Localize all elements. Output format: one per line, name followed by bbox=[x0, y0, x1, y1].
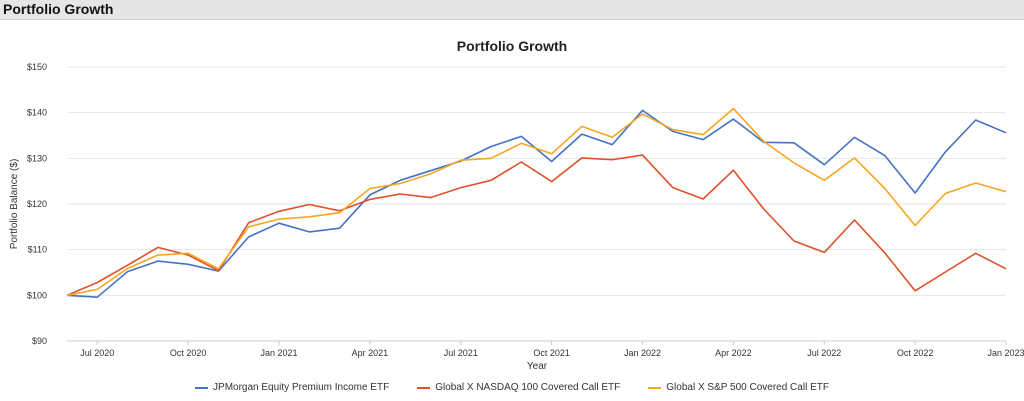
legend-label: Global X S&P 500 Covered Call ETF bbox=[666, 382, 829, 393]
y-tick-label: $150 bbox=[27, 62, 47, 72]
x-tick-label: Oct 2022 bbox=[897, 348, 934, 358]
x-tick-label: Jul 2022 bbox=[807, 348, 841, 358]
portfolio-growth-chart: Portfolio Growth Portfolio Balance ($) Y… bbox=[9, 38, 1024, 372]
series-lines bbox=[66, 107, 1007, 299]
legend-item[interactable]: Global X NASDAQ 100 Covered Call ETF bbox=[417, 382, 620, 393]
x-axis-ticks: Jul 2020 Oct 2020 Jan 2021 Apr 2021 Jul 2021… bbox=[80, 341, 1024, 358]
y-tick-label: $140 bbox=[27, 108, 47, 118]
y-tick-label: $90 bbox=[32, 336, 47, 346]
x-tick-label: Jan 2022 bbox=[624, 348, 661, 358]
grid-lines bbox=[67, 66, 1006, 342]
legend-swatch bbox=[417, 386, 431, 389]
legend-label: JPMorgan Equity Premium Income ETF bbox=[213, 382, 390, 393]
x-tick-label: Jul 2021 bbox=[444, 348, 478, 358]
y-tick-label: $100 bbox=[27, 290, 47, 300]
x-tick-label: Oct 2020 bbox=[170, 348, 207, 358]
chart-legend: JPMorgan Equity Premium Income ETF Global… bbox=[0, 382, 1024, 393]
legend-item[interactable]: JPMorgan Equity Premium Income ETF bbox=[195, 382, 389, 393]
legend-label: Global X NASDAQ 100 Covered Call ETF bbox=[435, 382, 621, 393]
series-line bbox=[66, 107, 1007, 297]
y-tick-label: $120 bbox=[27, 199, 47, 209]
y-tick-label: $110 bbox=[28, 245, 47, 255]
legend-swatch bbox=[195, 386, 209, 389]
legend-swatch bbox=[648, 386, 662, 389]
x-tick-label: Apr 2022 bbox=[715, 348, 752, 358]
x-tick-label: Jul 2020 bbox=[80, 348, 114, 358]
x-tick-label: Apr 2021 bbox=[352, 348, 389, 358]
x-tick-label: Oct 2021 bbox=[533, 348, 570, 358]
x-tick-label: Jan 2023 bbox=[987, 348, 1024, 358]
y-axis-ticks: $90 $100 $110 $120 $130 $140 $150 bbox=[27, 62, 47, 346]
x-tick-label: Jan 2021 bbox=[261, 348, 298, 358]
page-header: Portfolio Growth bbox=[0, 0, 1024, 20]
series-line bbox=[66, 154, 1007, 297]
page-title: Portfolio Growth bbox=[3, 1, 114, 17]
y-tick-label: $130 bbox=[27, 153, 47, 163]
x-axis-label: Year bbox=[527, 361, 548, 372]
legend-item[interactable]: Global X S&P 500 Covered Call ETF bbox=[648, 382, 829, 393]
chart-title: Portfolio Growth bbox=[457, 38, 567, 54]
y-axis-label: Portfolio Balance ($) bbox=[9, 159, 20, 250]
